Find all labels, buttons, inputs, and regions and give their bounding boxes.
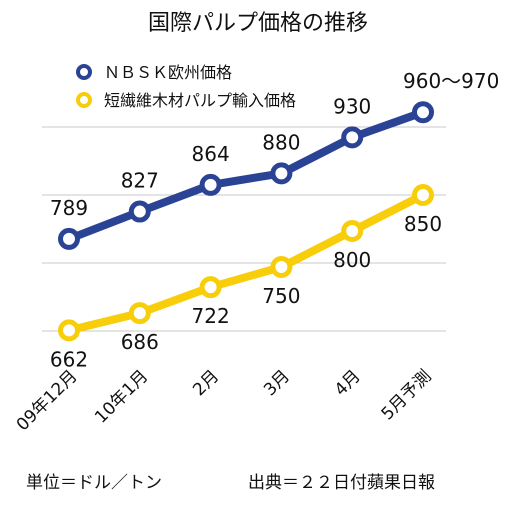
data-point bbox=[270, 162, 293, 185]
data-label: 864 bbox=[192, 142, 230, 166]
data-point bbox=[412, 101, 434, 124]
series-line bbox=[65, 191, 427, 335]
data-label: 880 bbox=[262, 130, 300, 154]
legend-item: 短繊維木材パルプ輸入価格 bbox=[76, 91, 296, 110]
x-tick-label: 5月予測 bbox=[378, 366, 436, 424]
legend-marker-icon bbox=[76, 92, 92, 108]
data-point bbox=[199, 173, 222, 196]
legend-label: 短繊維木材パルプ輸入価格 bbox=[104, 91, 296, 110]
data-label: 850 bbox=[404, 212, 442, 236]
x-tick-label: 2月 bbox=[189, 366, 223, 400]
data-label: 686 bbox=[121, 330, 159, 354]
data-label: 722 bbox=[192, 304, 230, 328]
data-label: 750 bbox=[262, 284, 300, 308]
source-note: 出典＝２２日付蘋果日報 bbox=[248, 473, 435, 493]
data-point bbox=[341, 126, 364, 149]
x-tick-label: 09年12月 bbox=[13, 366, 82, 435]
data-point bbox=[58, 319, 80, 342]
data-label: 930 bbox=[333, 94, 371, 118]
data-point bbox=[128, 200, 151, 223]
legend-marker-icon bbox=[76, 64, 92, 80]
chart-title: 国際パルプ価格の推移 bbox=[148, 11, 368, 36]
data-point bbox=[58, 227, 80, 250]
data-point bbox=[341, 220, 364, 242]
data-labels: 789 827 864 880 930 960〜970 662 686 722 750 800 850 bbox=[50, 69, 499, 371]
data-point bbox=[199, 276, 222, 299]
series-layer bbox=[58, 101, 434, 342]
data-label: 827 bbox=[121, 169, 159, 193]
data-label: 662 bbox=[50, 347, 88, 371]
x-axis: 09年12月 10年1月 2月 3月 4月 5月予測 bbox=[13, 366, 436, 435]
data-point bbox=[412, 184, 434, 206]
data-point bbox=[128, 302, 151, 325]
unit-note: 単位＝ドル／トン bbox=[26, 473, 162, 493]
x-tick-label: 4月 bbox=[331, 366, 365, 400]
series-line bbox=[65, 108, 427, 243]
x-tick-label: 10年1月 bbox=[91, 366, 152, 427]
data-label: 800 bbox=[333, 248, 371, 272]
legend-label: ＮＢＳＫ欧州価格 bbox=[104, 63, 232, 82]
data-point bbox=[270, 256, 293, 278]
data-label: 960〜970 bbox=[403, 69, 499, 93]
x-tick-label: 3月 bbox=[260, 366, 294, 400]
legend-item: ＮＢＳＫ欧州価格 bbox=[76, 63, 232, 82]
data-label: 789 bbox=[50, 196, 88, 220]
